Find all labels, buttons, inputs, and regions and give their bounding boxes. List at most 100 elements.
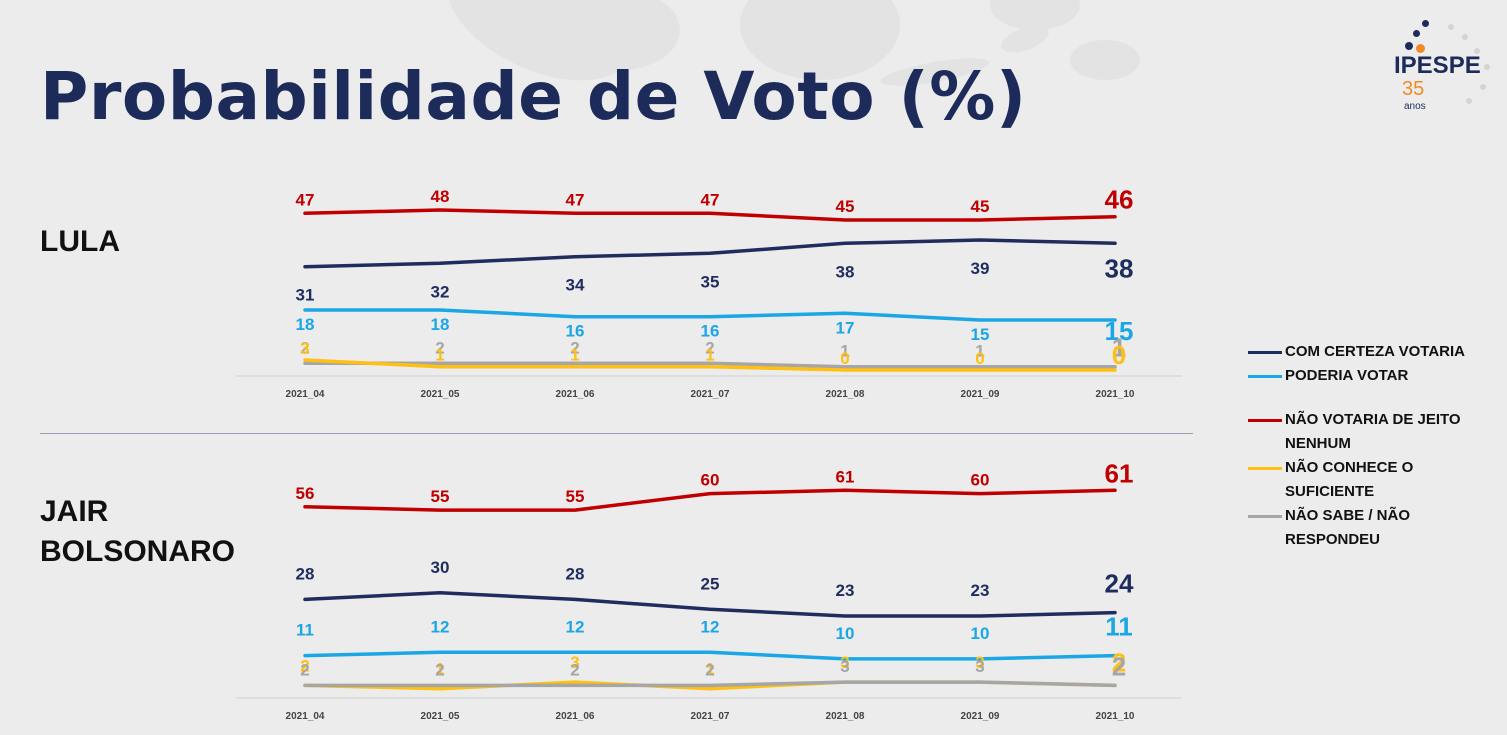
data-label: 16 <box>701 322 720 341</box>
legend-item: NÃO SABE / NÃO RESPONDEU <box>1248 504 1498 552</box>
data-label: 3 <box>975 653 984 672</box>
data-label: 3 <box>975 657 984 676</box>
data-label: 3 <box>570 653 579 672</box>
series-line <box>303 361 1117 369</box>
x-tick-label: 2021_04 <box>286 711 325 722</box>
line-chart-1: 2021_04 2021_05 2021_06 2021_07 2021_08 2021_… <box>236 458 1182 722</box>
data-label: 45 <box>971 197 990 216</box>
data-label: 1 <box>840 342 849 361</box>
x-tick-label: 2021_05 <box>421 389 460 400</box>
data-label: 38 <box>1105 253 1134 283</box>
data-label: 30 <box>431 558 450 577</box>
data-label: 60 <box>701 471 720 490</box>
data-label: 1 <box>1112 333 1126 363</box>
logo-anniversary-unit: anos <box>1404 101 1426 112</box>
data-label: 3 <box>300 339 309 358</box>
data-label: 23 <box>836 581 855 600</box>
legend-swatch <box>1248 351 1282 354</box>
data-label: 11 <box>1105 612 1133 642</box>
data-label: 25 <box>701 574 720 593</box>
series-line <box>303 308 1117 322</box>
candidate-label-bolsonaro: JAIR BOLSONARO <box>40 495 235 568</box>
ipespe-logo: IPESPE 35 anos <box>1392 14 1500 114</box>
data-label: 31 <box>296 286 315 305</box>
data-label: 17 <box>836 318 855 337</box>
data-label: 12 <box>566 617 585 636</box>
data-label: 2 <box>300 338 309 357</box>
data-label: 10 <box>836 624 855 643</box>
data-label: 0 <box>840 349 849 368</box>
legend-item: COM CERTEZA VOTARIA <box>1248 340 1498 364</box>
logo-dot <box>1413 30 1420 37</box>
x-tick-label: 2021_06 <box>556 389 595 400</box>
data-label: 34 <box>566 276 585 295</box>
data-label: 1 <box>975 342 984 361</box>
background-shape <box>560 0 680 70</box>
data-label: 0 <box>975 349 984 368</box>
data-label: 1 <box>570 346 579 365</box>
data-label: 24 <box>1105 569 1134 599</box>
data-label: 18 <box>431 315 450 334</box>
data-label: 3 <box>840 657 849 676</box>
data-label: 47 <box>701 190 720 209</box>
logo-anniversary: 35 <box>1402 78 1425 100</box>
data-label: 60 <box>971 471 990 490</box>
series-line <box>303 358 1117 372</box>
x-tick-label: 2021_05 <box>421 711 460 722</box>
logo-dot <box>1474 48 1480 54</box>
x-tick-label: 2021_07 <box>691 389 730 400</box>
data-label: 2 <box>570 660 579 679</box>
section-divider <box>40 433 1193 434</box>
logo-dot <box>1484 64 1490 70</box>
legend-label: PODERIA VOTAR <box>1285 367 1409 384</box>
data-label: 2 <box>300 660 309 679</box>
data-label: 2 <box>1112 647 1126 677</box>
legend-label: COM CERTEZA VOTARIA <box>1285 343 1465 360</box>
data-label: 32 <box>431 282 450 301</box>
series-line <box>303 488 1117 512</box>
data-label: 23 <box>971 581 990 600</box>
page-title: Probabilidade de Voto (%) <box>40 58 1027 135</box>
series-line <box>303 650 1117 661</box>
data-label: 1 <box>705 660 714 679</box>
logo-dot <box>1416 44 1425 53</box>
legend-swatch <box>1248 515 1282 518</box>
x-tick-label: 2021_08 <box>826 711 865 722</box>
data-label: 18 <box>296 315 315 334</box>
legend-label: NÃO VOTARIA DE JEITO NENHUM <box>1285 411 1461 452</box>
data-label: 12 <box>431 617 450 636</box>
data-label: 2 <box>705 338 714 357</box>
data-label: 47 <box>566 190 585 209</box>
data-label: 1 <box>705 346 714 365</box>
data-label: 2 <box>705 660 714 679</box>
x-tick-label: 2021_10 <box>1096 711 1135 722</box>
data-label: 35 <box>701 272 720 291</box>
data-label: 38 <box>836 262 855 281</box>
legend-swatch <box>1248 467 1282 470</box>
x-tick-label: 2021_10 <box>1096 389 1135 400</box>
x-tick-label: 2021_07 <box>691 711 730 722</box>
data-label: 61 <box>1105 458 1134 488</box>
data-label: 1 <box>435 660 444 679</box>
legend-swatch <box>1248 419 1282 422</box>
data-label: 3 <box>840 653 849 672</box>
background-shape <box>1070 40 1140 80</box>
legend-label: NÃO CONHECE O SUFICIENTE <box>1285 459 1414 500</box>
data-label: 1 <box>435 346 444 365</box>
logo-dot <box>1448 24 1454 30</box>
series-line <box>303 208 1117 222</box>
data-label: 46 <box>1105 185 1134 215</box>
data-label: 2 <box>570 338 579 357</box>
data-label: 2 <box>300 656 309 675</box>
data-label: 11 <box>296 621 314 640</box>
logo-dot <box>1462 34 1468 40</box>
series-line <box>303 238 1117 269</box>
x-tick-label: 2021_09 <box>961 389 1000 400</box>
data-label: 39 <box>971 259 990 278</box>
logo-dot <box>1422 20 1429 27</box>
data-label: 2 <box>435 338 444 357</box>
legend-swatch <box>1248 375 1282 378</box>
logo-name: IPESPE <box>1394 52 1481 79</box>
candidate-label-lula: LULA <box>40 225 120 258</box>
